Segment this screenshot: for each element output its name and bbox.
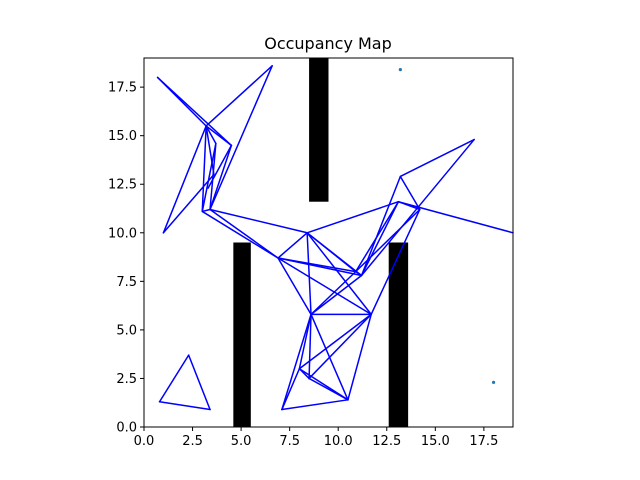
obstacle-2 (309, 58, 329, 202)
edge-28 (310, 274, 363, 316)
edge-49 (308, 313, 372, 380)
y-tick-label: 10.0 (108, 226, 137, 241)
edge-52 (308, 377, 349, 401)
edge-36 (360, 200, 400, 277)
edge-42 (399, 138, 475, 178)
edge-35 (354, 270, 363, 277)
chart-title: Occupancy Map (264, 34, 392, 53)
y-tick-label: 15.0 (108, 129, 137, 144)
x-axis: 0.0 2.5 5.0 7.5 10.0 12.5 15.0 17.5 (134, 427, 498, 449)
edge-15 (201, 208, 211, 213)
edge-25 (277, 257, 357, 273)
edge-5 (205, 125, 217, 145)
edge-21 (306, 232, 357, 273)
x-tick-label: 2.5 (182, 434, 203, 449)
edge-29 (310, 270, 357, 316)
y-tick-label: 2.5 (116, 372, 137, 387)
edge-14 (162, 173, 215, 234)
edge-54 (281, 367, 301, 411)
edge-51 (298, 367, 310, 380)
edge-53 (281, 399, 349, 411)
y-tick-label: 5.0 (116, 323, 137, 338)
edge-3 (205, 65, 273, 127)
edge-44 (360, 138, 475, 277)
edge-11 (209, 144, 233, 211)
edge-31 (308, 313, 312, 380)
y-tick-label: 0.0 (116, 421, 137, 436)
edge-38 (354, 200, 400, 273)
edge-47 (298, 313, 372, 370)
edge-23 (306, 232, 372, 316)
axes-frame (143, 57, 514, 428)
x-tick-label: 7.5 (279, 434, 300, 449)
marker-point-1 (398, 68, 402, 72)
marker-point-2 (491, 380, 496, 384)
x-tick-label: 5.0 (231, 434, 252, 449)
edge-48 (347, 313, 372, 401)
edge-22 (306, 232, 312, 316)
edge-45 (370, 208, 421, 316)
edge-4 (209, 65, 273, 211)
edge-39 (306, 200, 400, 234)
edge-19 (277, 232, 308, 259)
y-tick-label: 12.5 (108, 178, 137, 193)
edge-34 (281, 313, 312, 411)
edge-16 (209, 208, 308, 234)
obstacle-layer (233, 58, 409, 427)
edge-57 (158, 401, 211, 411)
obstacle-3 (388, 242, 409, 427)
edge-18 (201, 210, 279, 259)
edge-8 (205, 125, 215, 176)
edge-46 (354, 208, 421, 273)
edge-32 (298, 313, 312, 370)
edge-43 (399, 175, 421, 211)
edge-layer (156, 65, 514, 411)
x-tick-label: 10.0 (324, 434, 353, 449)
edge-17 (209, 208, 279, 259)
edge-56 (187, 354, 211, 411)
y-tick-label: 17.5 (108, 81, 137, 96)
edge-7 (201, 125, 207, 213)
edge-27 (277, 257, 312, 316)
marker-layer (398, 68, 496, 384)
edge-26 (277, 257, 372, 316)
plot-area (143, 57, 514, 428)
x-tick-label: 12.5 (372, 434, 401, 449)
edge-12 (207, 144, 233, 189)
edge-55 (158, 354, 190, 403)
x-tick-label: 0.0 (134, 434, 155, 449)
edge-13 (162, 125, 207, 234)
obstacle-1 (233, 242, 251, 427)
edge-10 (201, 142, 217, 213)
edge-2 (156, 76, 233, 147)
y-axis: 0.0 2.5 5.0 7.5 10.0 12.5 15.0 17.5 (108, 81, 144, 436)
edge-6 (205, 125, 233, 147)
x-tick-label: 15.0 (421, 434, 450, 449)
y-tick-label: 7.5 (116, 275, 137, 290)
x-tick-label: 17.5 (469, 434, 498, 449)
